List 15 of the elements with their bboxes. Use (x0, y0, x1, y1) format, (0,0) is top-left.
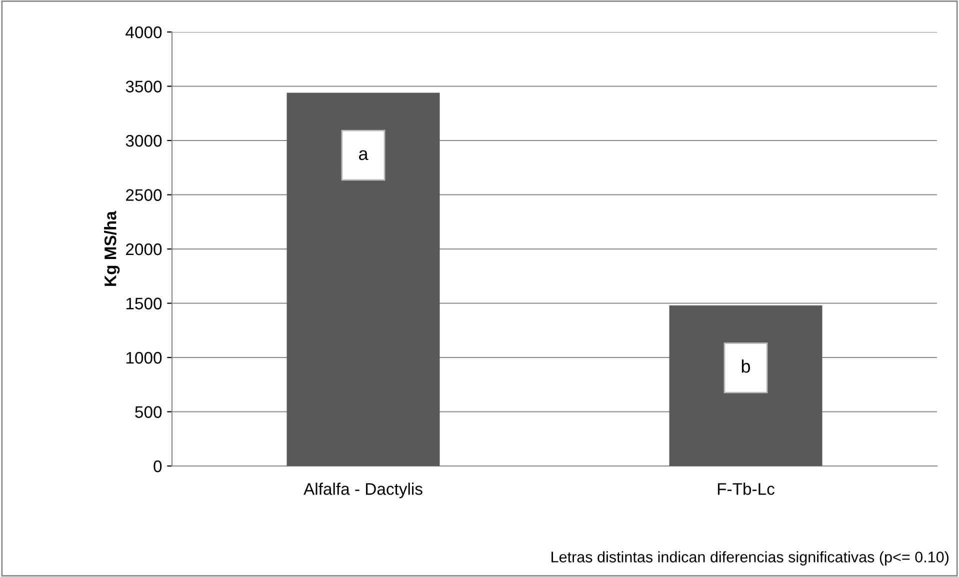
y-tick-label: 1500 (126, 298, 162, 310)
y-axis-title: Kg MS/ha (104, 210, 120, 286)
annotation: b (742, 360, 750, 373)
text: Letras distintas indican diferencias significativas (p<= 0.10) (552, 551, 948, 566)
annotation: a (358, 150, 368, 160)
y-tick-label: 3500 (126, 80, 162, 92)
y-tick-label: 4000 (126, 26, 162, 38)
y-tick-label: 500 (135, 406, 162, 418)
y-tick-label: 2000 (126, 243, 162, 256)
x-tick-label: F-Tb-Lc (718, 482, 774, 495)
y-tick-label: 0 (154, 460, 162, 472)
x-tick-label: Alfalfa - Dactylis (304, 482, 422, 498)
y-tick-label: 2500 (126, 189, 162, 201)
y-tick-label: 1000 (126, 352, 162, 364)
y-tick-label: 3000 (126, 134, 162, 147)
